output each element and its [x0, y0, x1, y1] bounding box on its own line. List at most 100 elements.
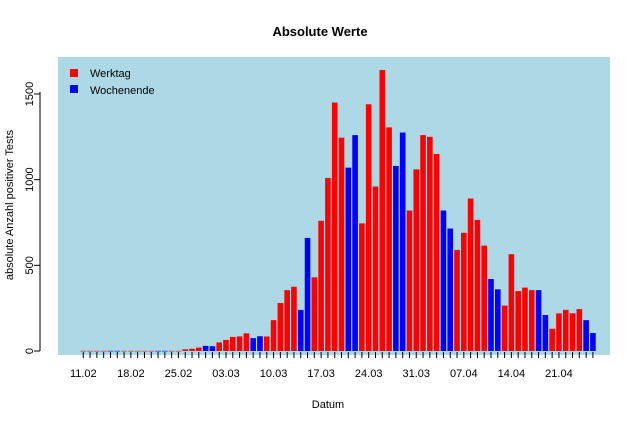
chart-title: Absolute Werte [272, 24, 367, 39]
bar-24.04 [576, 309, 583, 351]
bar-20.02 [141, 350, 148, 352]
bars-group [80, 70, 596, 352]
legend: Werktag Wochenende [70, 68, 155, 97]
bar-17.02 [121, 350, 127, 352]
bar-08.03 [257, 336, 263, 351]
bar-26.02 [182, 349, 189, 351]
y-tick-label: 0 [24, 348, 36, 354]
bar-07.03 [250, 338, 256, 351]
bar-13.02 [94, 350, 100, 352]
bar-07.04 [461, 232, 467, 351]
bar-22.03 [352, 135, 358, 351]
bar-29.03 [399, 132, 406, 351]
x-axis-tick-labels: 11.02 18.02 25.02 03.03 10.03 17.03 24.03 31.03… [70, 368, 573, 380]
legend-label-wochenende: Wochenende [90, 85, 155, 97]
bar-17.03 [318, 220, 324, 351]
bar-09.04 [474, 219, 481, 351]
bar-13.04 [501, 305, 508, 351]
x-tick-label: 11.02 [70, 368, 97, 380]
bar-24.03 [365, 104, 372, 352]
y-axis-label: absolute Anzahl positiver Tests [4, 129, 16, 280]
bar-21.03 [345, 167, 352, 351]
bar-23.04 [569, 313, 576, 351]
x-tick-label: 25.02 [165, 368, 193, 380]
bar-17.04 [528, 290, 535, 351]
bar-14.04 [508, 254, 515, 351]
x-tick-label: 10.03 [260, 368, 288, 380]
bar-19.03 [331, 102, 338, 351]
bar-18.02 [128, 350, 134, 352]
bar-06.04 [454, 249, 460, 351]
x-axis-label: Datum [312, 399, 344, 411]
bar-12.03 [284, 290, 290, 351]
bar-08.04 [467, 198, 474, 351]
bar-21.02 [148, 350, 155, 352]
bar-24.02 [168, 350, 175, 352]
bar-31.03 [413, 169, 420, 351]
bar-05.03 [236, 336, 243, 351]
bar-28.02 [196, 347, 202, 351]
bar-02.03 [216, 342, 222, 351]
bar-10.04 [481, 245, 487, 351]
legend-swatch-wochenende [70, 85, 78, 93]
bar-27.03 [386, 127, 392, 352]
bar-16.04 [522, 287, 528, 351]
bar-11.04 [488, 279, 494, 351]
bar-15.03 [304, 237, 311, 351]
bar-02.04 [427, 136, 433, 351]
bar-14.03 [297, 309, 304, 351]
bar-12.02 [87, 350, 93, 352]
bar-26.04 [590, 333, 596, 351]
bar-25.03 [372, 186, 379, 351]
x-tick-label: 18.02 [117, 368, 145, 380]
bar-25.04 [583, 320, 589, 351]
bar-19.02 [134, 350, 141, 352]
x-tick-label: 21.04 [545, 368, 573, 380]
bar-22.02 [155, 350, 161, 352]
bar-16.03 [311, 277, 318, 351]
bar-19.04 [542, 315, 549, 351]
bar-04.03 [229, 336, 236, 351]
y-tick-label: 500 [24, 256, 36, 274]
bar-11.03 [277, 303, 284, 351]
bar-20.04 [549, 328, 555, 351]
bar-03.04 [433, 153, 440, 351]
bar-21.04 [556, 313, 562, 351]
legend-swatch-werktag [70, 69, 78, 77]
bar-15.04 [515, 291, 521, 351]
bar-30.03 [406, 210, 413, 351]
bar-14.02 [100, 350, 107, 352]
bar-12.04 [495, 289, 501, 351]
bar-09.03 [263, 336, 270, 351]
y-tick-label: 1000 [24, 167, 36, 191]
bar-22.04 [562, 309, 569, 351]
bar-29.02 [202, 345, 209, 351]
bar-04.04 [440, 210, 447, 351]
bar-23.03 [359, 223, 365, 351]
bar-18.03 [325, 177, 331, 351]
y-tick-label: 1500 [24, 82, 36, 106]
x-axis-ticks [82, 352, 594, 358]
x-tick-label: 31.03 [402, 368, 430, 380]
bar-16.02 [114, 350, 121, 352]
bar-10.03 [270, 320, 277, 351]
x-tick-label: 03.03 [212, 368, 240, 380]
bar-15.02 [107, 350, 114, 352]
bar-28.03 [393, 165, 399, 351]
x-tick-label: 24.03 [355, 368, 383, 380]
bar-11.02 [80, 350, 87, 352]
bar-26.03 [379, 70, 386, 351]
bar-13.03 [291, 286, 297, 351]
bar-03.03 [223, 339, 229, 351]
bar-01.03 [209, 346, 216, 351]
bar-06.03 [243, 333, 250, 351]
bar-05.04 [447, 228, 454, 351]
legend-label-werktag: Werktag [90, 68, 131, 80]
bar-20.03 [338, 137, 345, 351]
bar-18.04 [535, 290, 542, 351]
x-tick-label: 14.04 [498, 368, 526, 380]
x-tick-label: 07.04 [450, 368, 478, 380]
y-axis-ticks: 0 500 1000 1500 [24, 82, 40, 354]
